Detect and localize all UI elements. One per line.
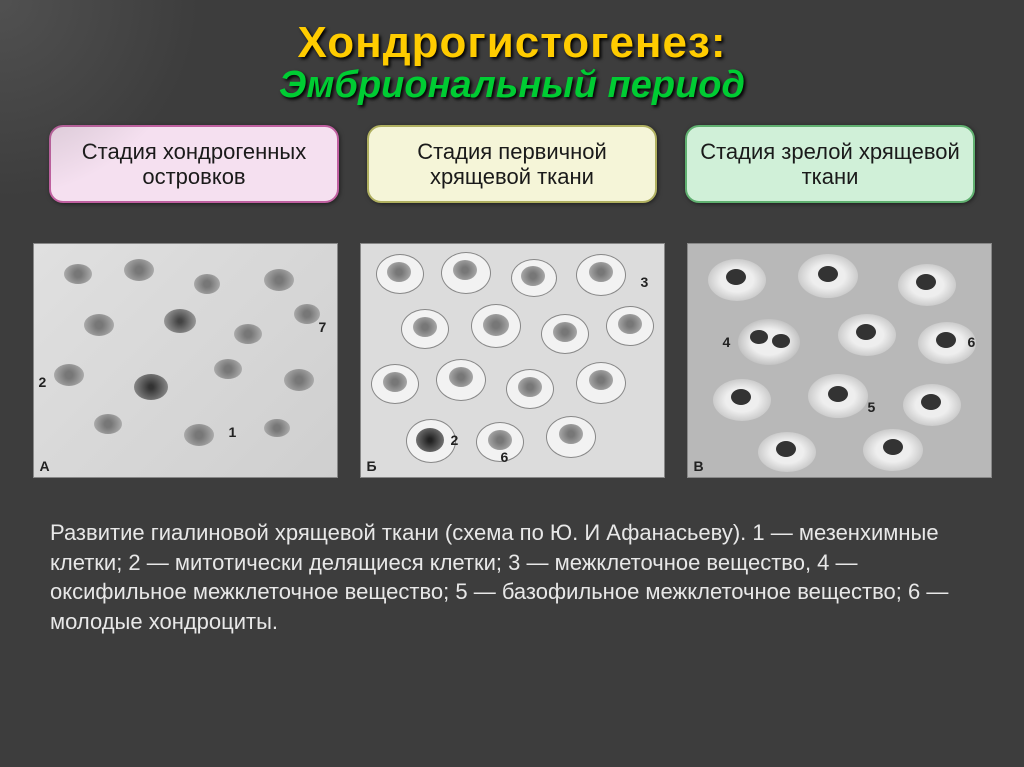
title-main: Хондрогистогенез:	[0, 0, 1024, 68]
img2-label-2: 2	[451, 432, 459, 448]
img1-label-2: 2	[39, 374, 47, 390]
stage-box-3: Стадия зрелой хрящевой ткани	[685, 125, 975, 203]
stage-row: Стадия хондрогенных островков Стадия пер…	[0, 125, 1024, 203]
title-sub: Эмбриональный период	[0, 64, 1024, 107]
img3-label-5: 5	[868, 399, 876, 415]
img3-label-6: 6	[968, 334, 976, 350]
stage-label-2: Стадия первичной хрящевой ткани	[379, 139, 645, 190]
stage-label-3: Стадия зрелой хрящевой ткани	[697, 139, 963, 190]
stage-box-2: Стадия первичной хрящевой ткани	[367, 125, 657, 203]
img2-label-3: 3	[641, 274, 649, 290]
image-row: 2 1 7 А 3 2 6	[0, 243, 1024, 478]
histology-panel-1: 2 1 7 А	[33, 243, 338, 478]
caption-text: Развитие гиалиновой хрящевой ткани (схем…	[0, 518, 1024, 637]
img3-panel-letter: В	[694, 458, 704, 474]
img2-panel-letter: Б	[367, 458, 377, 474]
img2-label-6: 6	[501, 449, 509, 465]
histology-panel-2: 3 2 6 Б	[360, 243, 665, 478]
stage-box-1: Стадия хондрогенных островков	[49, 125, 339, 203]
img1-label-7: 7	[319, 319, 327, 335]
img1-panel-letter: А	[40, 458, 50, 474]
img1-label-1: 1	[229, 424, 237, 440]
histology-panel-3: 4 5 6 В	[687, 243, 992, 478]
stage-label-1: Стадия хондрогенных островков	[61, 139, 327, 190]
img3-label-4: 4	[723, 334, 731, 350]
